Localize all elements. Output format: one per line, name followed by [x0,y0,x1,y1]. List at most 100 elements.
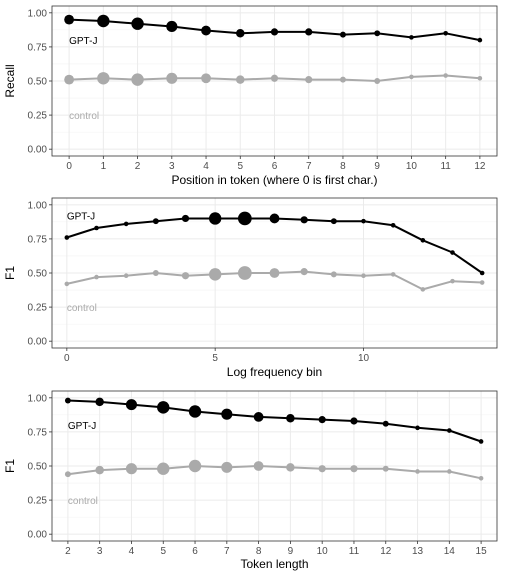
data-point-control [447,469,452,474]
x-axis-title: Token length [240,557,308,571]
data-point-gpt-j [157,401,170,414]
y-tick-label: 0.25 [28,303,48,314]
series-label-control: control [69,111,99,122]
data-point-control [64,281,70,287]
x-tick-label: 8 [340,161,346,172]
data-point-control [237,266,252,280]
y-tick-label: 0.50 [28,462,48,473]
y-tick-label: 1.00 [28,8,48,19]
data-point-control [420,287,426,292]
data-point-gpt-j [123,221,129,227]
y-tick-label: 1.00 [28,200,48,211]
y-axis-title: Recall [3,64,17,97]
x-axis-title: Log frequency bin [227,365,322,379]
data-point-gpt-j [131,17,144,30]
series-label-gpt-j: GPT-J [68,421,96,432]
data-point-gpt-j [447,428,452,433]
data-point-control [330,271,337,278]
data-point-gpt-j [221,408,233,420]
data-point-control [201,73,211,84]
chart-panel-1: 0.000.250.500.751.000 1 2 3 4 5 6 7 8 9 10 11 12Posi… [3,5,498,187]
data-point-gpt-j [286,414,295,423]
data-point-control [340,76,346,83]
data-point-control [64,74,75,85]
data-point-control [188,459,202,473]
x-tick-label: 10 [358,353,370,364]
data-point-gpt-j [188,405,202,418]
x-tick-label: 8 [256,546,262,557]
x-tick-label: 3 [169,161,175,172]
data-point-control [361,273,366,279]
x-tick-label: 4 [203,161,209,172]
x-tick-label: 2 [135,161,141,172]
data-point-gpt-j [479,270,485,276]
x-tick-label: 4 [129,546,135,557]
x-tick-label: 1 [101,161,107,172]
data-point-control [318,465,326,473]
chart-panel-2: 0.00 0.25 0.50 0.75 1.00 0 5 10 Log frequency bi… [3,197,498,379]
y-tick-label: 0.00 [28,337,48,348]
data-point-gpt-j [477,37,483,43]
data-point-control [253,461,264,471]
data-point-control [125,463,138,475]
data-point-gpt-j [125,399,138,411]
data-point-control [479,280,485,285]
data-point-gpt-j [237,211,252,226]
data-point-control [181,272,190,280]
data-point-gpt-j [300,216,308,224]
data-point-control [409,74,414,80]
data-point-gpt-j [64,397,71,404]
y-tick-label: 0.50 [28,77,48,88]
data-point-gpt-j [340,31,346,38]
data-point-control [221,461,233,473]
y-tick-label: 0.75 [28,427,48,438]
data-point-control [131,73,144,86]
y-tick-label: 1.00 [28,393,48,404]
x-tick-label: 10 [317,546,329,557]
x-tick-label: 7 [224,546,230,557]
x-tick-label: 5 [160,546,166,557]
data-point-control [208,268,222,281]
data-point-gpt-j [201,25,211,36]
x-tick-label: 15 [476,546,488,557]
data-point-control [286,463,295,472]
y-axis-title: F1 [3,459,17,473]
data-point-gpt-j [374,30,381,37]
data-point-control [94,274,99,280]
data-point-gpt-j [253,412,264,422]
y-tick-label: 0.75 [28,234,48,245]
data-point-gpt-j [450,250,455,255]
x-tick-label: 7 [306,161,312,172]
data-point-gpt-j [382,420,389,427]
data-point-gpt-j [269,213,280,224]
data-point-control [152,270,159,276]
x-tick-label: 12 [474,161,486,172]
x-tick-label: 12 [380,546,392,557]
data-point-control [374,78,381,84]
x-tick-label: 2 [65,546,71,557]
data-point-control [450,278,455,284]
data-point-gpt-j [64,14,75,25]
data-point-gpt-j [350,417,358,425]
data-point-control [270,74,279,82]
data-point-gpt-j [361,218,366,224]
x-axis-title: Position in token (where 0 is first char… [171,173,377,187]
series-label-control: control [68,496,98,507]
data-point-gpt-j [270,28,279,36]
data-point-gpt-j [443,30,448,36]
data-point-control [382,465,389,472]
data-point-control [478,475,484,481]
data-point-control [300,268,308,276]
data-point-control [123,273,129,279]
data-point-control [157,462,170,475]
data-point-control [166,72,178,84]
x-tick-label: 5 [237,161,243,172]
data-point-gpt-j [166,20,178,33]
data-point-gpt-j [208,212,222,225]
data-point-control [443,73,448,78]
data-point-gpt-j [478,439,484,444]
data-point-control [477,75,483,81]
x-tick-label: 0 [66,161,72,172]
y-tick-label: 0.25 [28,111,48,122]
